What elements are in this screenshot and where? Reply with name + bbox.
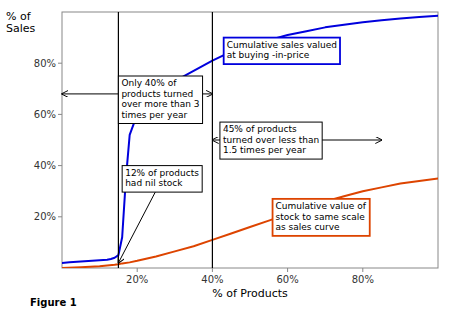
caption: Figure 1 (30, 297, 77, 308)
x-tick-label: 40% (201, 274, 223, 285)
x-tick-label: 80% (352, 274, 374, 285)
x-tick (212, 268, 213, 272)
annotation-arrows (62, 94, 382, 263)
y-tick-label: 20% (34, 211, 56, 222)
annotation-boxes: Only 40% ofproducts turnedover more than… (118, 38, 369, 236)
text-line: 12% of products (125, 168, 199, 178)
annotation-box (224, 38, 340, 65)
x-tick (362, 268, 363, 272)
y-tick (58, 63, 62, 64)
x-axis-label: % of Products (212, 287, 288, 300)
annotation-text: 12% of productshad nil stock (125, 168, 199, 189)
text-line: Cumulative value of (276, 201, 367, 211)
annotation-text: Only 40% ofproducts turnedover more than… (121, 78, 199, 120)
text-line: as sales curve (276, 222, 341, 232)
annotation-text: 45% of productsturned over less than1.5 … (223, 124, 319, 155)
text-line: 45% of products (223, 124, 297, 134)
y-tick (58, 114, 62, 115)
text-line: stock to same scale (276, 212, 366, 222)
y-tick-label: 60% (34, 109, 56, 120)
x-tick (287, 268, 288, 272)
annotation-text: Cumulative value ofstock to same scaleas… (276, 201, 367, 232)
annotation: 45% of productsturned over less than1.5 … (220, 122, 322, 159)
y-tick (58, 216, 62, 217)
annotation: 12% of productshad nil stock (122, 166, 202, 193)
text-line: times per year (121, 110, 187, 120)
vertical-line (118, 12, 119, 268)
y-tick-label: 80% (34, 58, 56, 69)
y-tick (58, 165, 62, 166)
axes: 20% 40% 60% 80% 20% 40% 60% 80% (34, 58, 374, 285)
annotation-box (220, 122, 322, 159)
plot-frame (62, 12, 438, 268)
data-layer (62, 12, 438, 268)
annotation-box (273, 199, 370, 236)
annotation-box (118, 76, 202, 124)
x-tick-label: 60% (276, 274, 298, 285)
text-line: had nil stock (125, 178, 183, 188)
y-tick-label: 40% (34, 160, 56, 171)
text-line: turned over less than (223, 135, 319, 145)
y-axis-label: % ofSales (6, 10, 36, 35)
text-line: products turned (121, 89, 193, 99)
text-line: Only 40% of (121, 78, 177, 88)
x-tick-label: 20% (126, 274, 148, 285)
annotation: Only 40% ofproducts turnedover more than… (118, 76, 202, 124)
annotation-box (122, 166, 202, 193)
chart: 20% 40% 60% 80% 20% 40% 60% 80% % of Products % o… (0, 0, 450, 311)
text-line: Sales (6, 22, 36, 35)
text-line: 1.5 times per year (223, 145, 306, 155)
text-line: at buying -in-price (227, 50, 310, 60)
annotation-text: Cumulative sales valuedat buying -in-pri… (227, 40, 337, 61)
x-tick (137, 268, 138, 272)
annotation: Cumulative value ofstock to same scaleas… (273, 199, 370, 236)
text-line: over more than 3 (121, 99, 199, 109)
annotation: Cumulative sales valuedat buying -in-pri… (224, 38, 340, 65)
text-line: Cumulative sales valued (227, 40, 337, 50)
pointer-arrow (118, 192, 155, 263)
